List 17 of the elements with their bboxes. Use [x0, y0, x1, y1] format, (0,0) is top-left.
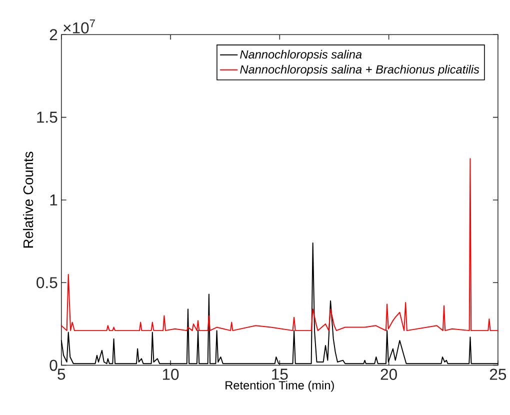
legend-label: Nannochloropsis salina: [240, 50, 362, 62]
x-tick-label: 10: [162, 368, 179, 380]
line-series: [60, 242, 498, 364]
y-tick-label: 0: [50, 360, 58, 371]
x-tick-label: 20: [380, 368, 397, 380]
x-axis-title: Retention Time (min): [226, 380, 334, 392]
line-series: [60, 158, 498, 332]
x-tick-label: 25: [490, 368, 506, 380]
x-tick-label: 5: [58, 368, 66, 380]
x-tick-label: 15: [272, 368, 288, 380]
y-tick-label: 1: [50, 194, 58, 206]
y-tick-label: 1.5: [37, 112, 58, 123]
legend-label: Nannochloropsis salina + Brachionus plicatilis: [240, 65, 480, 76]
y-tick-label: 2: [50, 29, 58, 40]
y-axis-title: Relative Counts: [23, 152, 34, 248]
text: ×10$^{7}$: [64, 20, 95, 34]
y-tick-label: 0.5: [36, 277, 58, 288]
